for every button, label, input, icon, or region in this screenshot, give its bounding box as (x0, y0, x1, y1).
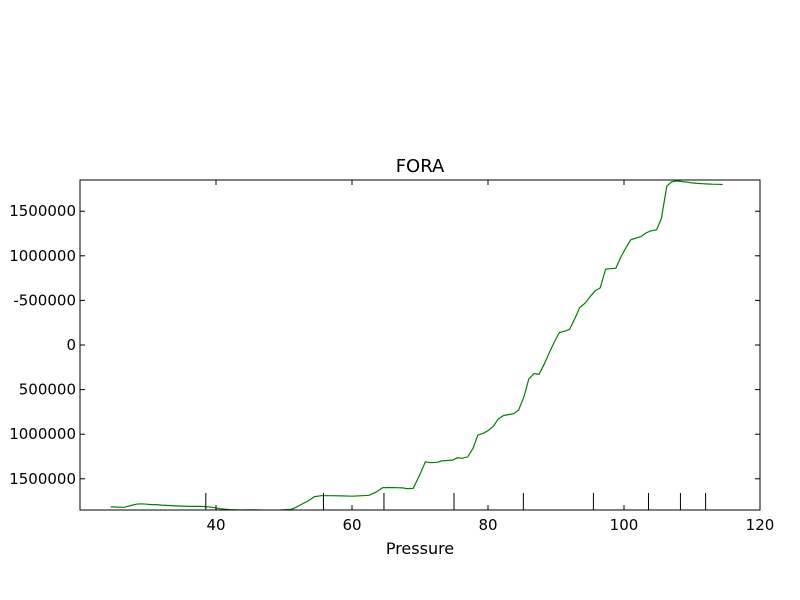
y-tick-label: 500000 (19, 381, 76, 399)
y-tick-label: 0 (66, 336, 76, 354)
x-tick-label: 120 (746, 516, 775, 534)
y-tick-label: 1500000 (9, 202, 76, 220)
y-axis: 1500000 1000000 500000 0 -500000 1000000 15000… (9, 202, 760, 488)
chart-title: FORA (396, 156, 445, 177)
x-axis-label: Pressure (386, 539, 454, 558)
x-tick-label: 100 (610, 516, 639, 534)
x-tick-label: 40 (206, 516, 225, 534)
y-tick-label: 1000000 (9, 247, 76, 265)
y-tick-label: -500000 (13, 291, 76, 309)
plot-frame (79, 179, 761, 511)
series-line (110, 180, 723, 510)
x-tick-label: 60 (342, 516, 361, 534)
x-tick-label: 80 (478, 516, 497, 534)
x-axis: 40 60 80 100 120 (206, 180, 774, 534)
plot-area (110, 180, 723, 510)
y-tick-label: 1500000 (9, 470, 76, 488)
y-tick-label: 1000000 (9, 425, 76, 443)
